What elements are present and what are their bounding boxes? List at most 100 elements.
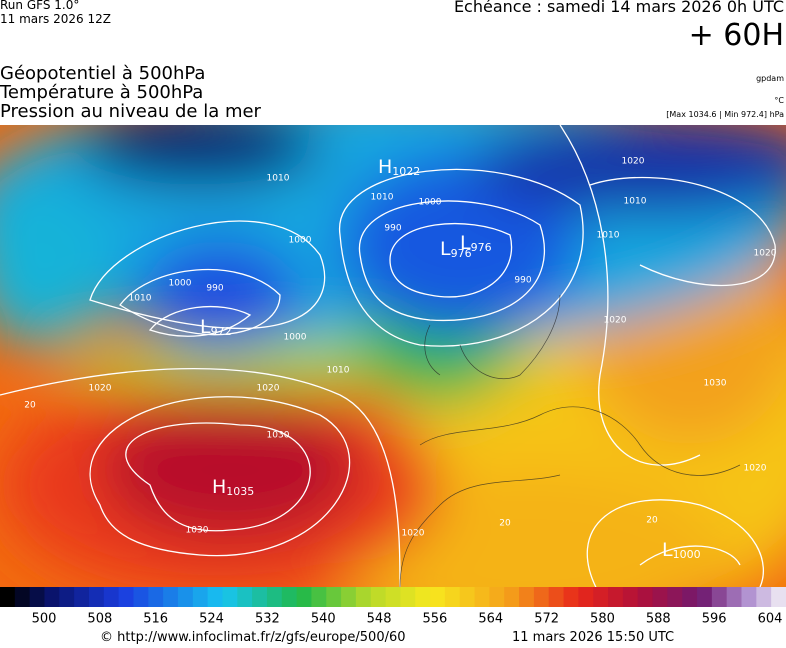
colorbar-swatch xyxy=(771,587,786,607)
contour-label: 990 xyxy=(514,276,531,286)
unit: [Max 1034.6 | Min 972.4] hPa xyxy=(666,110,784,119)
pressure-center: L1000 xyxy=(662,539,701,562)
colorbar-swatch xyxy=(474,587,490,607)
colorbar-swatch xyxy=(192,587,209,607)
colorbar-swatch xyxy=(430,587,446,607)
colorbar-swatch xyxy=(148,587,164,607)
contour-label: 1010 xyxy=(129,294,152,304)
contour-label: 1000 xyxy=(284,333,307,343)
colorbar-swatch xyxy=(0,587,16,607)
colorbar-swatch xyxy=(163,587,179,607)
contour-label: 1000 xyxy=(289,236,312,246)
colorbar-swatch xyxy=(281,587,298,607)
colorbar-swatch xyxy=(237,587,253,607)
center-value: 972 xyxy=(211,325,232,338)
colorbar-swatch xyxy=(726,587,743,607)
run: Run GFS 1.0° xyxy=(0,0,80,12)
center-kind: L xyxy=(460,232,471,254)
center-kind: L xyxy=(200,316,211,338)
colorbar-tick-label: 540 xyxy=(311,612,336,627)
colorbar-swatch xyxy=(207,587,223,607)
colorbar-swatch xyxy=(682,587,698,607)
field-background xyxy=(0,125,786,587)
contour-label: 1020 xyxy=(402,529,425,539)
colorbar-swatch xyxy=(504,587,520,607)
pressure-center: L976 xyxy=(440,238,472,261)
colorbar-swatch xyxy=(593,587,609,607)
colorbar-swatch xyxy=(652,587,668,607)
colorbar-swatch xyxy=(489,587,505,607)
colorbar-swatch xyxy=(326,587,342,607)
contour-label: 1020 xyxy=(754,249,777,259)
lead-time: + 60H xyxy=(688,18,784,53)
colorbar-tick-label: 516 xyxy=(143,612,168,627)
contour-label: 1020 xyxy=(89,384,112,394)
run-date: 11 mars 2026 12Z xyxy=(0,12,111,26)
contour-label: 20 xyxy=(499,519,511,529)
contour-label: 1000 xyxy=(169,279,192,289)
colorbar-swatch xyxy=(44,587,60,607)
colorbar-tick-label: 564 xyxy=(478,612,503,627)
colorbar-swatch xyxy=(103,587,120,607)
field: Température à 500hPa xyxy=(0,82,204,103)
colorbar-swatch xyxy=(222,587,238,607)
pressure-center: L976 xyxy=(460,232,492,255)
contour-label: 1020 xyxy=(622,157,645,167)
pressure-center: L972 xyxy=(200,316,232,339)
colorbar-tick-label: 588 xyxy=(646,612,671,627)
contour-label: 1010 xyxy=(624,197,647,207)
colorbar-swatch xyxy=(622,587,639,607)
contour-label: 1020 xyxy=(744,464,767,474)
contour-label: 1010 xyxy=(597,231,620,241)
colorbar-tick-label: 532 xyxy=(255,612,280,627)
contour-label: 990 xyxy=(206,284,223,294)
contour-label: 20 xyxy=(646,516,658,526)
colorbar-tick-label: 604 xyxy=(758,612,783,627)
colorbar-tick-label: 580 xyxy=(590,612,615,627)
pressure-center: H1022 xyxy=(378,156,420,179)
center-value: 1000 xyxy=(673,548,701,561)
colorbar-swatch xyxy=(533,587,550,607)
center-kind: H xyxy=(212,476,226,498)
colorbar-tick-label: 556 xyxy=(423,612,448,627)
colorbar-swatch xyxy=(177,587,194,607)
contour-label: 20 xyxy=(24,401,36,411)
colorbar-swatch xyxy=(756,587,772,607)
contour-label: 1010 xyxy=(327,366,350,376)
colorbar-swatch xyxy=(88,587,105,607)
colorbar-swatch xyxy=(637,587,654,607)
colorbar-swatch xyxy=(133,587,149,607)
colorbar-swatch xyxy=(59,587,75,607)
colorbar-tick-label: 524 xyxy=(199,612,224,627)
center-kind: L xyxy=(440,238,451,260)
center-kind: H xyxy=(378,156,392,178)
contour-label: 1030 xyxy=(186,526,209,536)
contour-label: 1010 xyxy=(267,174,290,184)
contour-label: 1030 xyxy=(704,379,727,389)
center-value: 1022 xyxy=(392,165,420,178)
center-kind: L xyxy=(662,539,673,561)
colorbar-tick-label: 500 xyxy=(32,612,57,627)
colorbar-swatch xyxy=(459,587,476,607)
colorbar-swatch xyxy=(355,587,372,607)
colorbar-swatch xyxy=(74,587,90,607)
echeance: Echéance : samedi 14 mars 2026 0h UTC xyxy=(453,0,784,16)
colorbar-swatch xyxy=(370,587,387,607)
colorbar-swatch xyxy=(741,587,757,607)
timestamp: 11 mars 2026 15:50 UTC xyxy=(512,630,675,645)
colorbar-swatch xyxy=(548,587,565,607)
center-value: 976 xyxy=(451,247,472,260)
colorbar-swatch xyxy=(118,587,134,607)
colorbar-swatch xyxy=(444,587,461,607)
field: Géopotentiel à 500hPa xyxy=(0,63,206,84)
colorbar-tick-label: 572 xyxy=(534,612,559,627)
pressure-center: H1035 xyxy=(212,476,254,499)
colorbar-tick-label: 508 xyxy=(87,612,112,627)
center-value: 1035 xyxy=(226,485,254,498)
field: Pression au niveau de la mer xyxy=(0,101,261,122)
contour-label: 990 xyxy=(384,224,401,234)
contour-label: 1030 xyxy=(267,431,290,441)
colorbar-swatch xyxy=(400,587,416,607)
colorbar-tick-label: 548 xyxy=(367,612,392,627)
